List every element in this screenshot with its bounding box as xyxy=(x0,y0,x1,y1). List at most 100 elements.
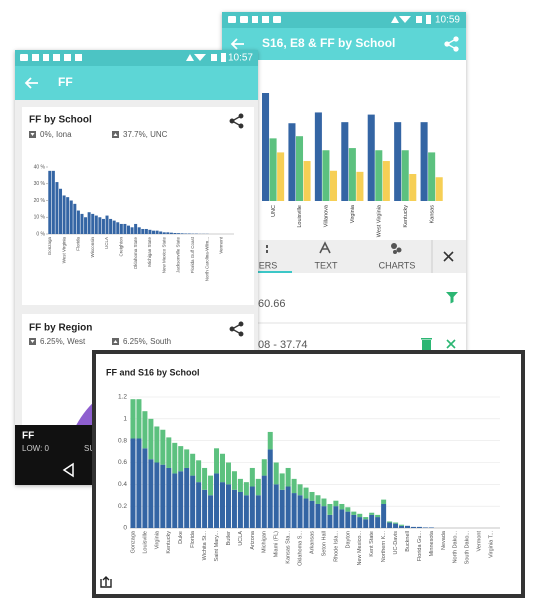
back-chart: UNC Louisville Villanova Virginia West Virgi… xyxy=(262,93,443,237)
back-arrow[interactable] xyxy=(24,77,38,89)
delete-icon[interactable] xyxy=(421,338,432,350)
bar-segment xyxy=(369,512,375,515)
bar-segment xyxy=(345,507,351,512)
y-tick-label: 1.2 xyxy=(118,394,127,401)
bar-segment xyxy=(237,491,243,528)
x-tick-label: Arizona xyxy=(250,530,256,550)
share-icon[interactable] xyxy=(444,36,459,52)
bar xyxy=(141,228,145,234)
x-tick-label: North Carolina-Wilm... xyxy=(204,237,209,281)
x-tick-label: Villanova xyxy=(324,204,330,227)
x-tick-label: UCLA xyxy=(238,531,244,546)
bar-segment xyxy=(172,473,178,528)
bar xyxy=(177,233,181,234)
bar-segment xyxy=(190,475,196,528)
x-tick-label: Kentucky xyxy=(403,205,409,228)
bar xyxy=(187,233,191,234)
filter-icon[interactable] xyxy=(446,292,458,304)
bar-segment xyxy=(291,493,297,528)
x-tick-label: Florida Gu... xyxy=(417,531,423,562)
bar xyxy=(126,225,130,234)
app-bar xyxy=(15,66,258,100)
bar xyxy=(394,122,402,201)
x-tick-label: West Virginia xyxy=(376,204,382,237)
bar-segment xyxy=(327,503,333,515)
bar-segment xyxy=(387,522,393,528)
x-tick-label: New Mexico State xyxy=(161,237,166,274)
bar-segment xyxy=(357,513,363,518)
bar xyxy=(66,197,70,234)
bar-segment xyxy=(148,418,154,460)
y-tick-label: 30 % xyxy=(34,181,46,187)
bar xyxy=(375,150,383,201)
tab[interactable]: CHARTS xyxy=(379,260,416,270)
bar-segment xyxy=(160,464,166,528)
max-label: 6.25%, South xyxy=(123,337,171,346)
bar-segment xyxy=(381,499,387,504)
bar-segment xyxy=(393,523,399,528)
bar-segment xyxy=(327,514,333,528)
bar-segment xyxy=(225,462,231,485)
bar-segment xyxy=(303,487,309,499)
bar-segment xyxy=(416,526,422,528)
bar xyxy=(134,223,138,234)
bar-segment xyxy=(273,484,279,528)
bar xyxy=(322,150,330,201)
bar-segment xyxy=(279,473,285,490)
bar-segment xyxy=(231,489,237,528)
bar xyxy=(169,232,173,234)
range-row: 08 - 37.74 xyxy=(258,339,308,351)
bar xyxy=(69,200,73,234)
overlay-frame xyxy=(92,350,525,598)
text-tab-icon xyxy=(319,241,331,254)
export-icon[interactable] xyxy=(100,576,112,588)
bar-segment xyxy=(375,514,381,518)
bar-segment xyxy=(422,527,428,528)
school-chart: 0 % 10 % 20 % 30 % 40 % Gonzaga West Virginia F… xyxy=(34,164,234,281)
bar xyxy=(101,218,105,234)
share-icon[interactable] xyxy=(229,113,244,129)
bar-segment xyxy=(279,489,285,528)
bar xyxy=(166,232,170,234)
bar-segment xyxy=(237,478,243,492)
bar-segment xyxy=(321,506,327,528)
nav-back[interactable] xyxy=(62,462,74,478)
app-title: FF xyxy=(58,75,73,89)
bar-segment xyxy=(130,399,136,439)
bar-segment xyxy=(387,521,393,523)
x-tick-label: Seton Hall xyxy=(321,531,327,556)
bar-segment xyxy=(261,459,267,476)
bar-segment xyxy=(178,446,184,472)
bar xyxy=(137,227,141,234)
bar xyxy=(184,233,188,234)
bar-segment xyxy=(136,399,142,439)
x-tick-label: Michigan xyxy=(262,531,268,553)
status-time: 10:59 xyxy=(435,15,460,26)
bar-segment xyxy=(166,467,172,528)
tab[interactable]: TEXT xyxy=(314,260,338,270)
share-icon[interactable] xyxy=(229,321,244,337)
bar-segment xyxy=(399,525,405,528)
y-tick-label: 0.6 xyxy=(118,459,127,466)
bar-segment xyxy=(208,475,214,496)
clear-icon[interactable] xyxy=(446,339,456,349)
bar-segment xyxy=(184,467,190,528)
x-tick-label: Minnesota xyxy=(429,530,435,556)
bar xyxy=(382,161,390,201)
x-tick-label: Creighton xyxy=(119,237,124,257)
y-tick-label: 40 % xyxy=(34,164,46,170)
close-icon[interactable] xyxy=(443,251,454,262)
bar-segment xyxy=(428,527,434,528)
x-tick-label: Gonzaga xyxy=(47,237,52,256)
bar-segment xyxy=(255,478,261,496)
back-arrow[interactable] xyxy=(230,38,244,50)
card-title: FF by School xyxy=(29,115,92,126)
tab[interactable]: ERS xyxy=(259,260,278,270)
bar-segment xyxy=(381,503,387,528)
bar-segment xyxy=(214,473,220,528)
bar xyxy=(109,218,113,234)
y-tick-label: 1 xyxy=(123,416,127,423)
bar-segment xyxy=(208,495,214,528)
x-tick-label: Florida Gulf Coast xyxy=(190,236,195,273)
x-tick-label: Kent State xyxy=(369,531,375,557)
